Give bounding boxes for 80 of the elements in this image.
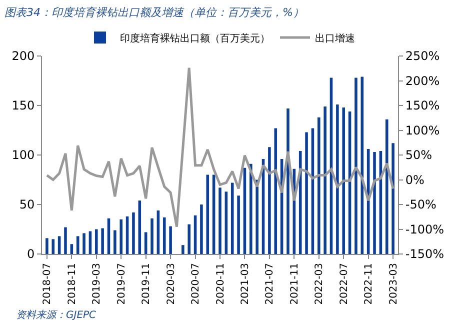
y2-tick-label: 200% xyxy=(405,74,440,88)
bar xyxy=(200,204,203,254)
bar xyxy=(101,228,104,254)
x-tick-label: 2022-11 xyxy=(364,263,375,305)
legend-label: 印度培育裸钻出口额（百万美元） xyxy=(120,32,270,44)
bar xyxy=(162,217,166,254)
bar xyxy=(218,188,222,254)
bar xyxy=(46,238,48,254)
y2-tick-label: 150% xyxy=(405,98,440,113)
y2-tick-label: -100% xyxy=(405,222,444,236)
bar xyxy=(58,236,61,254)
x-tick-label: 2021-11 xyxy=(289,263,300,305)
x-tick-label: 2023-03 xyxy=(388,263,400,305)
text: 资料来源：GJEPC xyxy=(16,309,96,321)
bar xyxy=(354,78,358,254)
y2-tick-label: 50% xyxy=(405,148,432,162)
y-tick-label: 0 xyxy=(26,247,35,262)
bar xyxy=(88,231,92,254)
bar xyxy=(64,227,67,254)
chart-title: 图表34：印度培育裸钻出口额及增速（单位：百万美元，%） xyxy=(4,6,304,20)
x-tick-label: 2019-11 xyxy=(141,263,152,305)
x-tick-label: 2018-11 xyxy=(66,263,78,305)
bar xyxy=(206,174,210,254)
bar xyxy=(318,117,320,254)
bar xyxy=(336,104,339,254)
x-tick-label: 2019-03 xyxy=(92,263,103,305)
bar xyxy=(76,236,80,254)
bar xyxy=(107,218,110,254)
bar xyxy=(392,143,394,254)
x-tick-label: 2022-07 xyxy=(338,263,350,305)
y2-tick-label: -50% xyxy=(405,198,436,212)
bar xyxy=(114,230,116,254)
bar xyxy=(324,106,326,254)
bar xyxy=(150,218,154,254)
bar xyxy=(169,226,172,254)
y-tick-label: 50 xyxy=(19,198,35,212)
y2-tick-label: 100% xyxy=(405,123,440,138)
bar xyxy=(132,212,135,254)
bar xyxy=(120,219,122,254)
bar xyxy=(230,182,234,254)
bar xyxy=(212,174,216,254)
bar xyxy=(243,168,246,254)
bar xyxy=(144,232,148,254)
y2-tick-label: -150% xyxy=(405,247,444,262)
bar xyxy=(156,210,160,254)
bar xyxy=(305,132,308,254)
legend-label: 出口增速 xyxy=(315,32,355,44)
bar xyxy=(224,192,228,254)
bar xyxy=(256,180,258,254)
bar xyxy=(268,147,271,254)
bar xyxy=(194,215,197,254)
bar xyxy=(52,239,55,254)
y2-tick-label: 0% xyxy=(405,172,424,187)
y-tick-label: 200 xyxy=(12,49,35,64)
bar xyxy=(373,152,376,254)
bar xyxy=(342,107,345,254)
x-tick-label: 2020-07 xyxy=(190,263,202,305)
x-tick-label: 2021-03 xyxy=(240,263,251,305)
bar xyxy=(82,233,86,254)
x-tick-label: 2020-11 xyxy=(215,263,226,305)
bar xyxy=(237,196,240,254)
y2-tick-label: 250% xyxy=(405,49,440,64)
bar xyxy=(188,224,190,254)
bar xyxy=(250,164,252,254)
line-series xyxy=(46,66,394,228)
x-tick-label: 2021-07 xyxy=(264,263,276,305)
x-tick-label: 2018-07 xyxy=(42,263,54,305)
x-tick-label: 2019-07 xyxy=(116,263,128,305)
bar xyxy=(182,245,184,254)
bar xyxy=(95,229,98,254)
bar xyxy=(286,108,290,254)
bar xyxy=(126,216,129,254)
x-tick-label: 2020-03 xyxy=(166,263,177,305)
bar xyxy=(274,128,278,254)
y-tick-label: 150 xyxy=(12,98,35,113)
y-tick-label: 100 xyxy=(12,148,35,162)
bar xyxy=(138,200,142,254)
x-tick-label: 2022-03 xyxy=(314,263,326,305)
bar xyxy=(385,119,388,254)
bar xyxy=(70,244,74,254)
